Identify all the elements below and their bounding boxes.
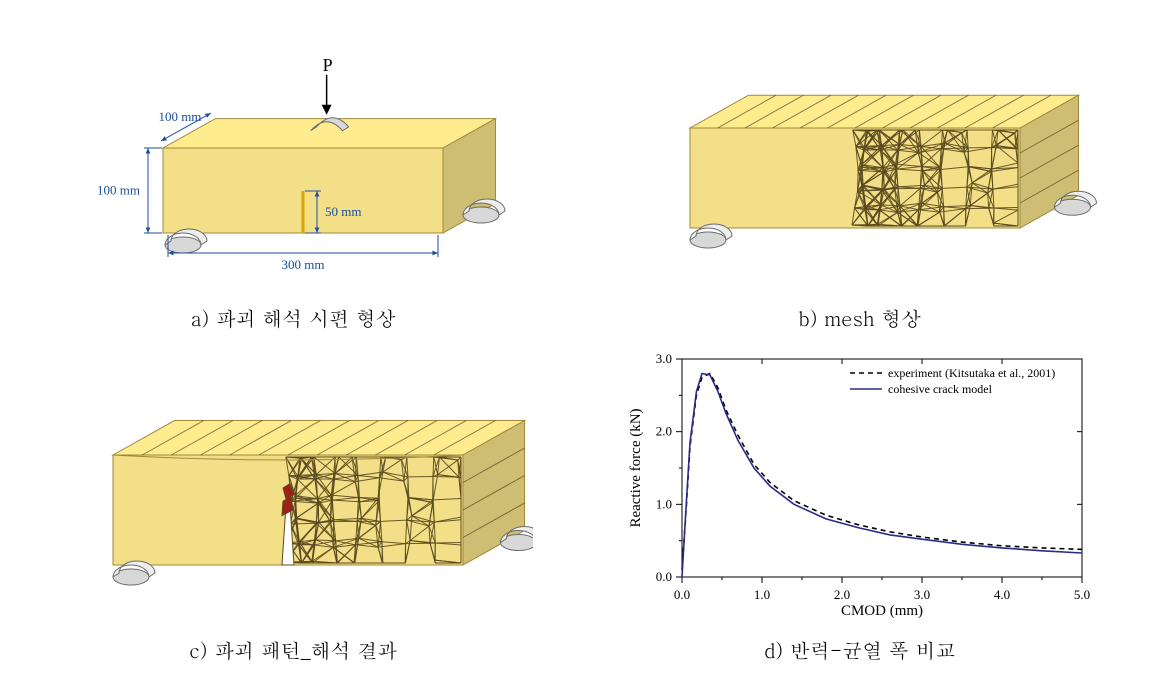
svg-text:0.0: 0.0 (656, 569, 672, 584)
caption-c: c) 파괴 패턴_해석 결과 (189, 635, 397, 664)
svg-text:100 mm: 100 mm (159, 109, 202, 124)
panel-b: b) mesh 형상 (597, 10, 1124, 332)
svg-text:100 mm: 100 mm (97, 182, 140, 197)
specimen-diagram: P 300 mm 100 mm 100 mm 50 mm (53, 23, 533, 283)
svg-text:300 mm: 300 mm (282, 257, 325, 272)
panel-d-image: 0.01.02.03.04.05.00.01.02.03.0CMOD (mm)R… (597, 342, 1124, 627)
panel-c-image (30, 342, 557, 627)
caption-a: a) 파괴 해석 시편 형상 (191, 303, 396, 332)
fracture-pattern-diagram (53, 355, 533, 615)
svg-text:experiment (Kitsutaka et al.,: experiment (Kitsutaka et al., 2001) (888, 366, 1055, 380)
svg-text:3.0: 3.0 (656, 351, 672, 366)
panel-c: c) 파괴 패턴_해석 결과 (30, 342, 557, 664)
svg-text:Reactive force (kN): Reactive force (kN) (628, 408, 644, 527)
svg-text:1.0: 1.0 (754, 587, 770, 602)
svg-text:4.0: 4.0 (994, 587, 1010, 602)
panel-a: P 300 mm 100 mm 100 mm 50 mm a) 파괴 해석 시편 형상 (30, 10, 557, 332)
caption-d: d) 반력-균열 폭 비교 (764, 635, 956, 664)
panel-d: 0.01.02.03.04.05.00.01.02.03.0CMOD (mm)R… (597, 342, 1124, 664)
svg-text:0.0: 0.0 (674, 587, 690, 602)
svg-text:2.0: 2.0 (656, 423, 672, 438)
svg-text:5.0: 5.0 (1074, 587, 1090, 602)
svg-text:50 mm: 50 mm (325, 204, 361, 219)
figure-grid: P300 mm100 mm100 mm50 mm a) 파괴 해석 시편 형상 … (0, 0, 1153, 674)
svg-text:2.0: 2.0 (834, 587, 850, 602)
panel-a-image: P 300 mm 100 mm 100 mm 50 mm (30, 10, 557, 295)
svg-text:CMOD (mm): CMOD (mm) (841, 603, 923, 619)
svg-text:cohesive crack model: cohesive crack model (888, 382, 993, 396)
caption-b: b) mesh 형상 (798, 303, 921, 332)
mesh-diagram (620, 23, 1100, 283)
panel-b-image (597, 10, 1124, 295)
svg-text:1.0: 1.0 (656, 496, 672, 511)
svg-text:3.0: 3.0 (914, 587, 930, 602)
svg-text:P: P (323, 54, 333, 74)
force-cmod-chart: 0.01.02.03.04.05.00.01.02.03.0CMOD (mm)R… (620, 345, 1100, 625)
